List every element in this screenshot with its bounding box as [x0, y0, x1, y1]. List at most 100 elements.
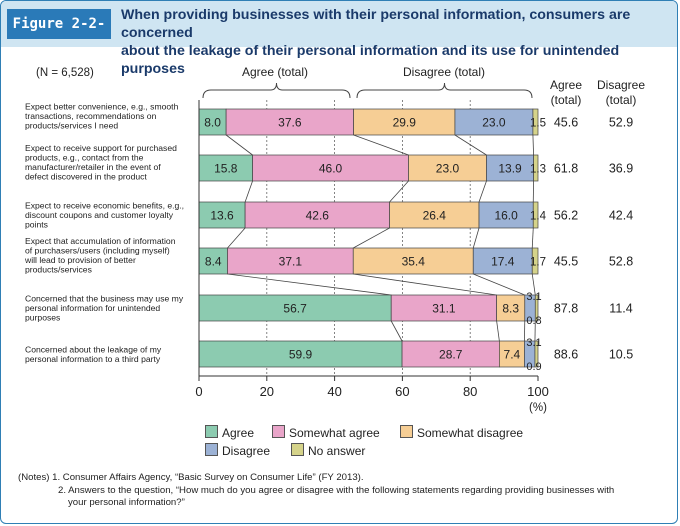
header-agree-total-line-2: (total) [551, 93, 582, 107]
disagree-total-value: 36.9 [609, 162, 633, 176]
header-disagree-total-line-1: Disagree [597, 78, 645, 92]
bar-label-disagree: 17.4 [491, 255, 515, 269]
disagree-total-value: 42.4 [609, 209, 633, 223]
category-label: products/services [25, 264, 92, 274]
bar-agree [198, 108, 227, 136]
legend-swatch-agree [205, 425, 218, 438]
category-label: discount coupons and customer loyalty [25, 210, 174, 220]
x-tick-label-0: 0 [195, 384, 202, 399]
bar-disagree [478, 201, 534, 229]
connector-line [531, 273, 536, 296]
bar-label-disagree: 3.1 [526, 337, 541, 349]
bar-label-agree: 8.0 [204, 116, 221, 130]
bar-label-no-answer: 1.3 [530, 164, 546, 176]
connector-line [353, 273, 497, 296]
legend-item-disagree: Disagree [205, 443, 270, 458]
note-line-1: (Notes) 1. Consumer Affairs Agency, “Bas… [18, 472, 364, 483]
bar-no-answer [534, 340, 539, 368]
bar-label-somewhat-agree: 31.1 [432, 302, 456, 316]
x-tick-label-60: 60 [395, 384, 409, 399]
bar-label-agree: 8.4 [205, 255, 222, 269]
category-label: will lead to provision of better [24, 255, 136, 265]
category-label: defect discovered in the product [25, 171, 147, 181]
connector-line [227, 273, 392, 296]
bar-somewhat-agree [225, 108, 354, 136]
bar-no-answer [531, 247, 539, 275]
category-label: Concerned that the business may use my [25, 294, 184, 304]
bar-label-somewhat-agree: 42.6 [306, 209, 330, 223]
agree-total-value: 45.5 [554, 255, 578, 269]
agree-total-value: 61.8 [554, 162, 578, 176]
connector-line [531, 227, 534, 249]
bar-label-somewhat-disagree: 29.9 [393, 116, 417, 130]
legend-swatch-no-answer [291, 443, 304, 456]
bar-label-somewhat-disagree: 8.3 [502, 302, 519, 316]
bar-somewhat-agree [252, 154, 409, 182]
category-label: products/services I need [25, 121, 118, 131]
bar-label-somewhat-agree: 37.1 [279, 255, 303, 269]
agree-total-value: 87.8 [554, 302, 578, 316]
connector-line [390, 320, 403, 342]
connector-line [472, 227, 480, 249]
category-label: products, e.g., contact from the [25, 152, 144, 162]
x-tick-label-40: 40 [327, 384, 341, 399]
connector-line [227, 227, 246, 249]
legend-item-no-answer: No answer [291, 443, 365, 458]
disagree-total-value: 52.9 [609, 116, 633, 130]
connector-line [496, 320, 500, 342]
figure-title-line-2: about the leakage of their personal info… [121, 43, 620, 77]
bar-label-agree: 59.9 [289, 348, 313, 362]
note-line-3: your personal information?” [68, 497, 185, 508]
bar-agree [198, 294, 392, 322]
bar-no-answer [533, 154, 539, 182]
connector-line [244, 180, 253, 203]
x-tick-label-80: 80 [463, 384, 477, 399]
disagree-total-value: 11.4 [609, 302, 632, 316]
legend-label-no-answer: No answer [308, 444, 366, 458]
bar-somewhat-agree [401, 340, 500, 368]
bar-label-agree: 56.7 [283, 302, 307, 316]
bar-somewhat-disagree [499, 340, 525, 368]
bar-agree [198, 340, 403, 368]
bar-label-no-answer: 1.7 [530, 257, 546, 269]
category-label: purposes [25, 313, 60, 323]
bar-label-disagree: 23.0 [482, 116, 506, 130]
agree-total-value: 88.6 [554, 348, 578, 362]
figure-header: Figure 2-2-52 When providing businesses … [1, 1, 677, 77]
legend-label-somewhat-agree: Somewhat agree [289, 426, 380, 440]
legend-swatch-somewhat-disagree [400, 425, 413, 438]
bar-disagree [486, 154, 534, 182]
legend-label-disagree: Disagree [222, 444, 271, 458]
bar-label-no-answer: 0.8 [526, 315, 541, 327]
bar-label-agree: 13.6 [210, 209, 234, 223]
note-line-2: 2. Answers to the question, “How much do… [58, 485, 615, 496]
bar-somewhat-disagree [353, 108, 456, 136]
bar-label-no-answer: 1.5 [530, 118, 546, 130]
legend-label-somewhat-disagree: Somewhat disagree [417, 426, 524, 440]
bar-label-somewhat-agree: 28.7 [439, 348, 463, 362]
legend-label-agree: Agree [222, 426, 255, 440]
category-label: Expect to receive support for purchased [25, 143, 177, 153]
agree-total-value: 56.2 [554, 209, 578, 223]
figure-title-line-1: When providing businesses with their per… [121, 7, 631, 41]
category-label: Expect to receive economic benefits, e.g… [25, 201, 184, 211]
category-label: personal information to a third party [25, 354, 161, 364]
category-label: of purchasers/users (including myself) [25, 245, 170, 255]
bar-label-no-answer: 0.9 [526, 361, 541, 373]
legend-item-somewhat-agree: Somewhat agree [272, 425, 380, 440]
category-label: personal information for unintended [25, 303, 160, 313]
bar-somewhat-disagree [352, 247, 474, 275]
bar-somewhat-agree [390, 294, 497, 322]
category-label: Expect that accumulation of information [25, 236, 176, 246]
bar-label-somewhat-disagree: 7.4 [504, 348, 521, 362]
brace-disagree-total [356, 82, 533, 99]
category-label: Concerned about the leakage of my [25, 344, 162, 354]
connector-line [473, 273, 525, 296]
bar-somewhat-disagree [389, 201, 480, 229]
brace-agree-total [202, 82, 351, 99]
category-label: manufacturer/retailer in the event of [25, 162, 161, 172]
connector-line [532, 134, 534, 156]
brace-label-agree-total: Agree (total) [242, 65, 308, 79]
bar-agree [198, 154, 253, 182]
